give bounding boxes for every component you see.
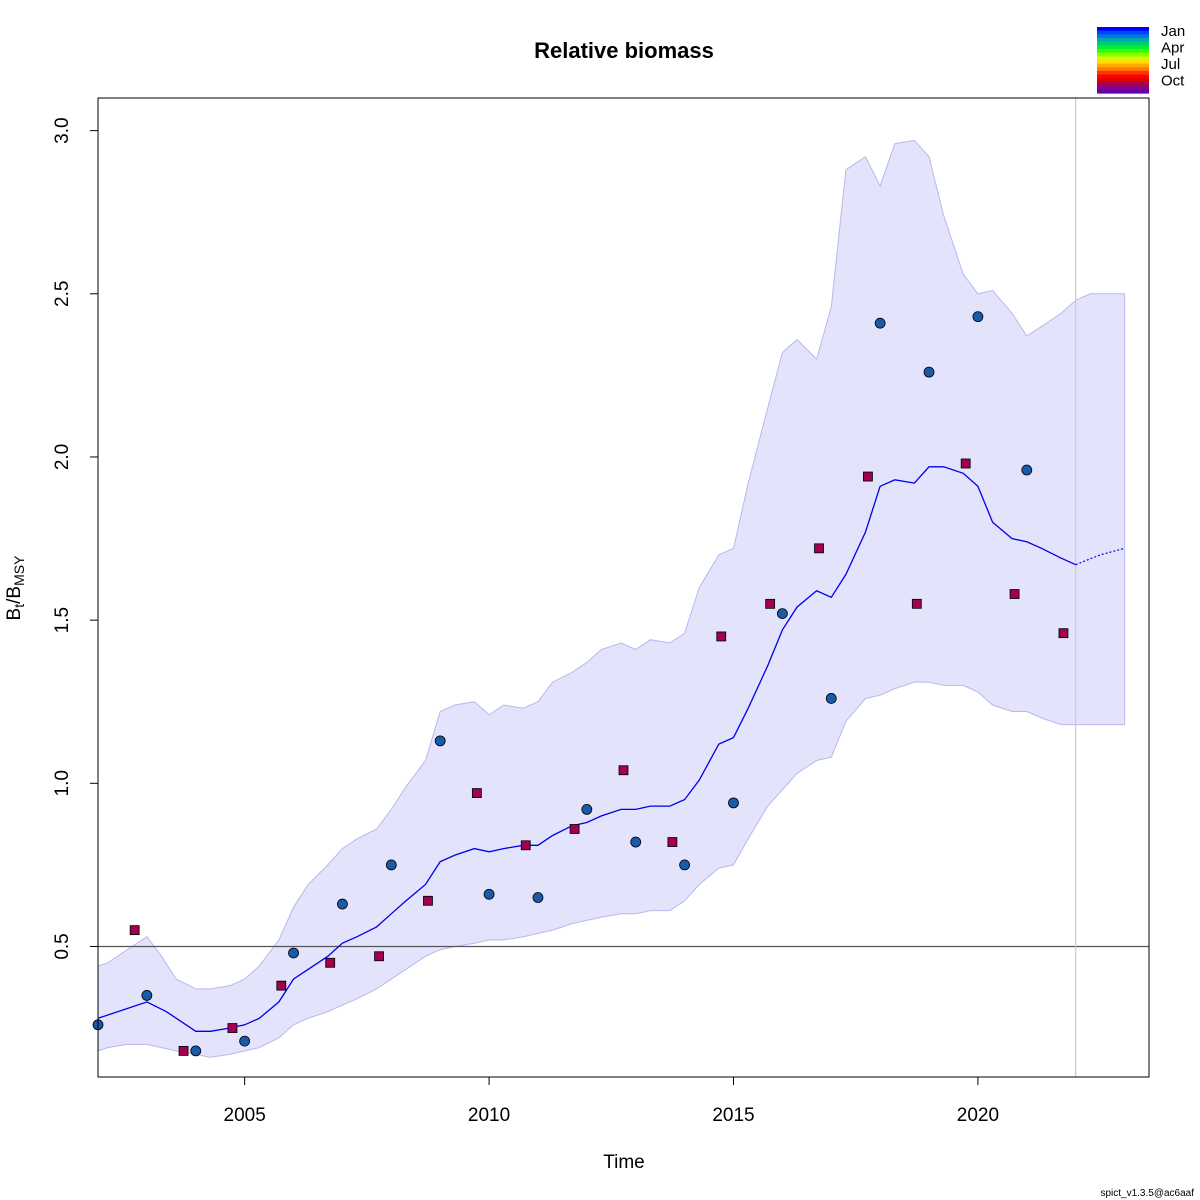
legend-color-swatch bbox=[1097, 67, 1149, 72]
data-point-square bbox=[227, 1023, 238, 1033]
legend-color-swatch bbox=[1097, 41, 1149, 46]
forecast-line bbox=[1075, 547, 1125, 566]
legend-color-swatch bbox=[1097, 56, 1149, 61]
legend-color-swatch bbox=[1097, 82, 1149, 87]
data-point-circle bbox=[337, 898, 348, 910]
confidence-band-layer bbox=[97, 139, 1126, 1058]
legend-color-swatch bbox=[1097, 34, 1149, 39]
y-tick-label: 2.0 bbox=[52, 444, 73, 470]
data-point-circle bbox=[141, 990, 153, 1001]
x-axis: 2005 2010 2015 2020 bbox=[224, 1077, 999, 1126]
y-axis: 0.5 1.0 1.5 2.0 2.5 3.0 bbox=[52, 117, 98, 960]
data-point-square bbox=[618, 765, 629, 776]
data-point-circle bbox=[581, 804, 593, 815]
x-tick-label: 2020 bbox=[957, 1105, 999, 1126]
data-point-square bbox=[471, 788, 482, 798]
legend-color-swatch bbox=[1097, 38, 1149, 43]
data-point-circle bbox=[679, 859, 691, 871]
x-tick-label: 2015 bbox=[712, 1105, 754, 1126]
data-point-square bbox=[276, 980, 287, 991]
y-tick-label: 1.0 bbox=[52, 770, 73, 796]
data-point-square bbox=[863, 471, 873, 482]
data-point-square bbox=[960, 458, 971, 469]
plot-area bbox=[92, 97, 1150, 1078]
data-point-square bbox=[765, 598, 776, 609]
data-point-circle bbox=[385, 859, 397, 871]
data-points-layer bbox=[92, 311, 1069, 1057]
y-tick-label: 2.5 bbox=[52, 281, 73, 307]
data-point-circle bbox=[1021, 464, 1033, 476]
y-tick-label: 0.5 bbox=[52, 933, 73, 959]
chart-title: Relative biomass bbox=[534, 38, 714, 63]
legend-color-swatch bbox=[1097, 60, 1149, 65]
legend-color-swatch bbox=[1097, 89, 1149, 94]
data-point-square bbox=[129, 925, 140, 936]
reference-line-layer bbox=[98, 98, 1149, 1077]
data-point-square bbox=[1058, 628, 1069, 639]
data-point-circle bbox=[630, 836, 642, 848]
data-point-circle bbox=[874, 317, 886, 329]
data-point-square bbox=[423, 895, 433, 906]
data-point-circle bbox=[483, 888, 495, 900]
legend-month-label: Apr bbox=[1161, 40, 1184, 57]
x-axis-label: Time bbox=[603, 1152, 645, 1173]
legend-color-swatch bbox=[1097, 52, 1149, 57]
x-tick-label: 2005 bbox=[224, 1105, 266, 1126]
data-point-square bbox=[911, 598, 922, 609]
data-point-square bbox=[178, 1045, 189, 1056]
estimate-line bbox=[97, 466, 1076, 1032]
data-point-circle bbox=[972, 311, 984, 323]
data-point-circle bbox=[825, 693, 837, 704]
data-point-square bbox=[814, 543, 824, 554]
legend-color-swatch bbox=[1097, 63, 1149, 68]
y-axis-label-main: B bbox=[4, 608, 25, 621]
data-point-square bbox=[667, 837, 678, 847]
footer-version: spict_v1.3.5@ac6aaf bbox=[1100, 1188, 1194, 1199]
data-point-circle bbox=[239, 1035, 251, 1047]
confidence-band bbox=[97, 139, 1126, 1058]
data-point-square bbox=[1009, 589, 1020, 599]
data-point-circle bbox=[532, 892, 544, 903]
legend-color-swatch bbox=[1097, 45, 1149, 50]
y-tick-label: 3.0 bbox=[52, 117, 73, 143]
y-axis-label-sub1: t bbox=[11, 604, 27, 608]
data-point-circle bbox=[776, 608, 788, 620]
data-point-circle bbox=[434, 735, 446, 747]
data-point-square bbox=[520, 840, 531, 851]
y-axis-label-slash: /B bbox=[4, 586, 25, 604]
y-axis-label-sub2: MSY bbox=[11, 555, 27, 586]
data-point-circle bbox=[288, 947, 299, 959]
y-tick-label: 1.5 bbox=[52, 607, 73, 633]
plot-frame bbox=[97, 97, 1150, 1078]
legend-month-label: Jul bbox=[1161, 56, 1180, 73]
data-point-square bbox=[569, 824, 580, 834]
legend-color-swatch bbox=[1097, 74, 1149, 79]
data-point-square bbox=[325, 957, 336, 968]
estimate-line-layer bbox=[97, 466, 1125, 1032]
legend-color-swatch bbox=[1097, 71, 1149, 76]
legend-color-swatch bbox=[1097, 78, 1149, 83]
y-axis-label: Bt/BMSY bbox=[4, 555, 27, 621]
legend-color-swatch bbox=[1097, 30, 1149, 35]
legend-color-swatch bbox=[1097, 27, 1149, 32]
legend-month-label: Jan bbox=[1161, 23, 1185, 40]
legend-color-swatch bbox=[1097, 85, 1149, 90]
data-point-circle bbox=[923, 366, 935, 378]
legend-color-swatch bbox=[1097, 49, 1149, 54]
data-point-square bbox=[374, 951, 384, 962]
x-tick-label: 2010 bbox=[468, 1105, 510, 1126]
data-point-circle bbox=[190, 1045, 202, 1057]
legend-month-label: Oct bbox=[1161, 73, 1185, 90]
data-point-circle bbox=[728, 797, 739, 809]
data-point-square bbox=[716, 631, 727, 642]
